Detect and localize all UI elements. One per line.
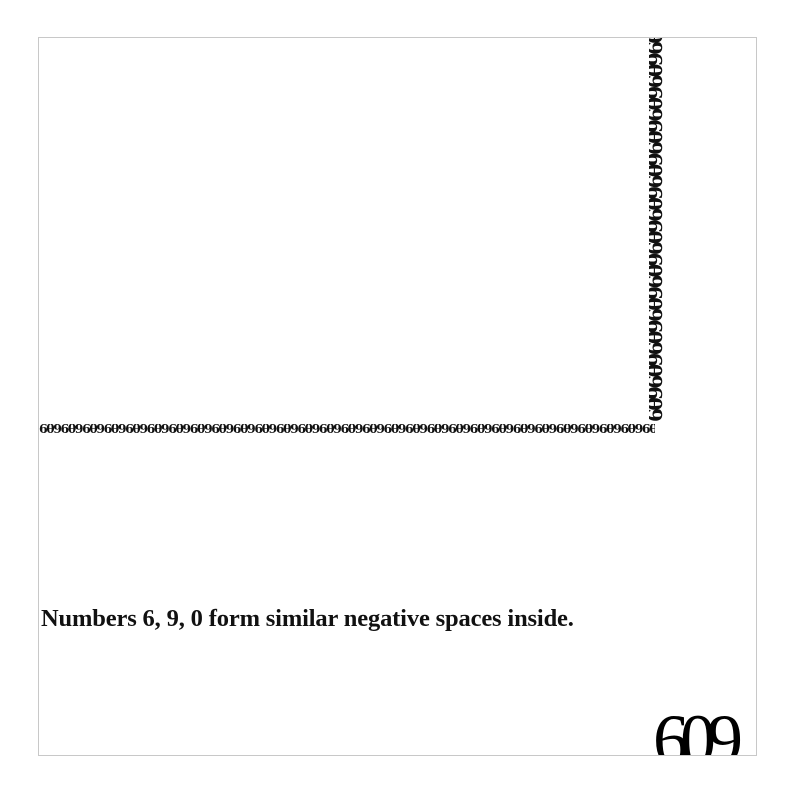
vertical-pattern-column: 6θ96θ96θ96θ96θ96θ96θ96θ96θ96θ96θ96θ96θ96… (649, 38, 756, 422)
vertical-pattern-text: 6θ96θ96θ96θ96θ96θ96θ96θ96θ96θ96θ96θ96θ96… (649, 38, 756, 422)
large-numerals: 609 609 609 (653, 600, 756, 756)
numeral-line: 609 (653, 700, 743, 756)
horizontal-pattern-band: 6θ96θ96θ96θ96θ96θ96θ96θ96θ96θ96θ96θ96θ96… (39, 424, 655, 436)
artboard: 6θ96θ96θ96θ96θ96θ96θ96θ96θ96θ96θ96θ96θ96… (38, 37, 757, 756)
caption: Numbers 6, 9, 0 form similar negative sp… (41, 605, 574, 632)
